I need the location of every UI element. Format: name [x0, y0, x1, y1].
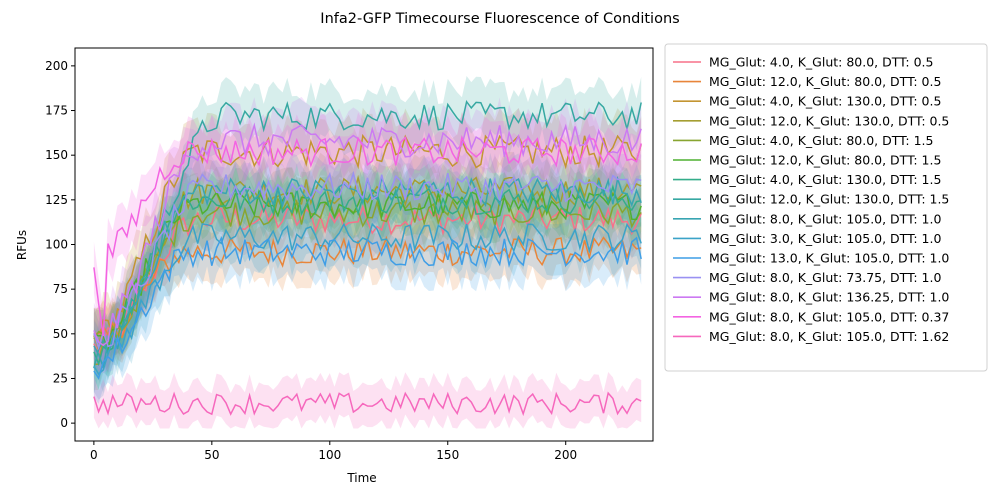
confidence-band-12 — [93, 96, 642, 374]
legend-entry: MG_Glut: 8.0, K_Glut: 105.0, DTT: 1.0 — [709, 211, 941, 226]
y-tick-label: 175 — [45, 104, 68, 118]
series-line-13 — [93, 135, 642, 337]
x-tick-label: 0 — [90, 448, 98, 462]
legend-entry: MG_Glut: 12.0, K_Glut: 130.0, DTT: 1.5 — [709, 192, 949, 207]
x-tick-label: 100 — [318, 448, 341, 462]
chart-title: Infa2-GFP Timecourse Fluorescence of Con… — [320, 11, 679, 27]
series-line-14 — [93, 391, 642, 417]
confidence-band-3 — [93, 151, 642, 391]
series-line-11 — [93, 170, 642, 351]
y-axis-label: RFUs — [15, 230, 29, 260]
confidence-band-11 — [93, 147, 642, 374]
y-tick-label: 150 — [45, 148, 68, 162]
confidence-bands — [93, 76, 642, 429]
series-line-2 — [93, 133, 642, 350]
legend-entry: MG_Glut: 8.0, K_Glut: 105.0, DTT: 1.62 — [709, 329, 949, 344]
legend-entry: MG_Glut: 3.0, K_Glut: 105.0, DTT: 1.0 — [709, 231, 941, 246]
y-tick-label: 50 — [53, 327, 68, 341]
legend-entry: MG_Glut: 8.0, K_Glut: 136.25, DTT: 1.0 — [709, 290, 949, 305]
y-tick-label: 0 — [60, 416, 68, 430]
x-tick-label: 150 — [436, 448, 459, 462]
series-line-5 — [93, 189, 642, 353]
series-line-10 — [93, 235, 642, 380]
legend-entry: MG_Glut: 4.0, K_Glut: 80.0, DTT: 0.5 — [709, 55, 933, 70]
legend-entry: MG_Glut: 12.0, K_Glut: 130.0, DTT: 0.5 — [709, 113, 949, 128]
series-line-0 — [93, 203, 642, 355]
confidence-band-10 — [93, 212, 642, 404]
series-line-7 — [93, 99, 642, 369]
legend-entry: MG_Glut: 8.0, K_Glut: 73.75, DTT: 1.0 — [709, 270, 941, 285]
legend-entry: MG_Glut: 12.0, K_Glut: 80.0, DTT: 1.5 — [709, 153, 941, 168]
x-tick-label: 50 — [204, 448, 219, 462]
y-tick-label: 100 — [45, 238, 68, 252]
y-tick-label: 25 — [53, 371, 68, 385]
legend-entry: MG_Glut: 13.0, K_Glut: 105.0, DTT: 1.0 — [709, 251, 949, 266]
confidence-band-2 — [93, 107, 642, 378]
y-tick-label: 75 — [53, 282, 68, 296]
legend-entry: MG_Glut: 4.0, K_Glut: 80.0, DTT: 1.5 — [709, 133, 933, 148]
legend-entry: MG_Glut: 8.0, K_Glut: 105.0, DTT: 0.37 — [709, 309, 949, 324]
legend-entry: MG_Glut: 12.0, K_Glut: 80.0, DTT: 0.5 — [709, 74, 941, 89]
confidence-band-8 — [93, 152, 642, 394]
confidence-band-13 — [93, 111, 642, 362]
legend: MG_Glut: 4.0, K_Glut: 80.0, DTT: 0.5 MG_G… — [664, 43, 988, 372]
series-lines — [93, 99, 642, 417]
x-axis-label: Time — [346, 471, 376, 485]
legend-entry: MG_Glut: 4.0, K_Glut: 130.0, DTT: 1.5 — [709, 172, 941, 187]
x-tick-label: 200 — [554, 448, 577, 462]
y-tick-label: 125 — [45, 193, 68, 207]
x-axis: 0 50 100 150 200 — [90, 441, 577, 462]
legend-entry: MG_Glut: 4.0, K_Glut: 130.0, DTT: 0.5 — [709, 94, 941, 109]
y-tick-label: 200 — [45, 59, 68, 73]
confidence-band-7 — [93, 76, 642, 394]
legend-box — [664, 43, 988, 372]
y-axis: 0 25 50 75 100 125 150 175 200 — [45, 59, 75, 430]
